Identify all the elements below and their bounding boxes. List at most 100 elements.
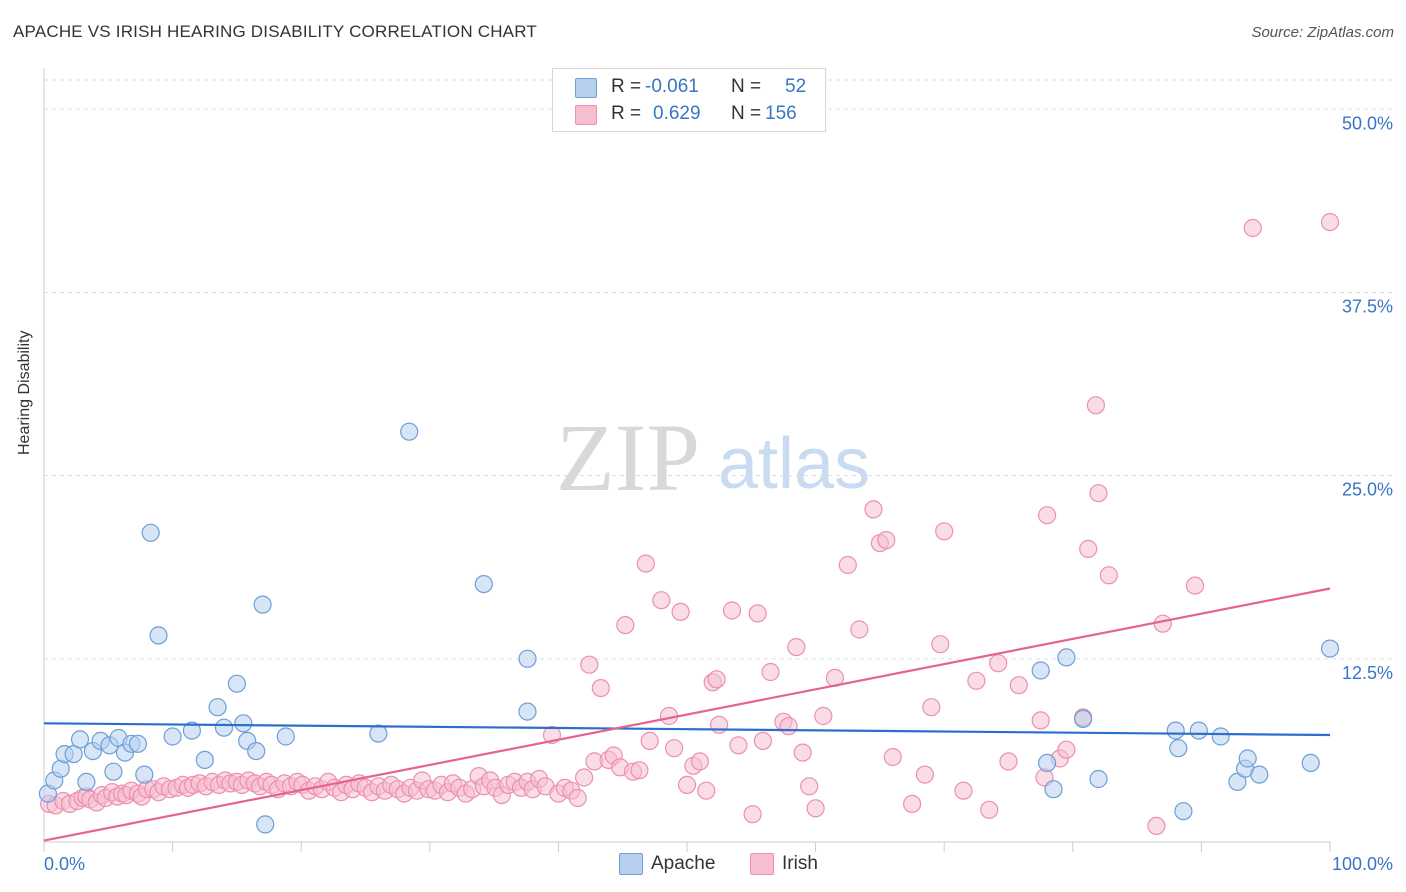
irish-point-150 [1086,396,1106,415]
apache-point-15 [135,765,154,784]
irish-point-119 [779,717,798,736]
irish-point-133 [915,765,935,784]
irish-point-92 [591,678,610,698]
apache-point-44 [1189,721,1208,740]
irish-legend-label: Irish [782,853,818,874]
irish-r-value: 0.629 [653,103,701,124]
gridlines [44,79,1394,660]
irish-point-132 [902,794,922,814]
tick-labels: 12.5% 25.0% 37.5% 50.0% 0.0% 100.0% [44,113,1393,874]
irish-point-89 [574,768,594,787]
apache-trend-line [43,722,1331,737]
irish-point-98 [630,761,649,780]
apache-legend-label: Apache [651,853,716,874]
apache-point-31 [400,422,419,441]
apache-point-30 [369,724,388,743]
irish-point-121 [793,743,812,762]
irish-point-147 [1057,740,1076,759]
irish-swatch [575,105,597,125]
irish-point-88 [568,788,587,808]
irish-point-134 [922,698,941,717]
irish-point-107 [690,752,710,771]
r-label: R = [611,76,642,97]
apache-point-29 [276,727,295,746]
irish-point-105 [677,775,697,795]
irish-point-101 [652,591,671,610]
watermark: ZIP atlas [556,404,870,511]
y-tick-label-2: 37.5% [1342,296,1393,316]
irish-point-115 [748,604,767,623]
axes [43,68,1331,852]
irish-point-143 [1031,711,1050,730]
apache-point-20 [195,750,214,770]
irish-point-127 [850,620,869,639]
apache-point-24 [234,714,253,733]
apache-point-28 [256,815,275,834]
irish-n-value: 156 [765,103,797,124]
apache-point-51 [1320,639,1340,658]
apache-point-38 [1057,648,1076,667]
irish-point-131 [883,747,902,767]
apache-r-value: -0.061 [645,76,699,97]
watermark-zip: ZIP [556,404,700,511]
irish-point-151 [1089,484,1108,503]
apache-legend-swatch [619,853,643,875]
correlation-legend: R = -0.061 N = 52 R = 0.629 N = 156 [552,68,826,132]
irish-point-104 [671,602,690,622]
irish-point-99 [636,554,655,573]
apache-point-43 [1174,802,1193,821]
irish-point-137 [954,781,973,800]
irish-point-113 [729,736,748,755]
watermark-atlas: atlas [718,424,870,504]
apache-point-10 [104,762,123,781]
irish-point-117 [761,662,780,682]
apache-point-26 [247,741,266,761]
apache-point-6 [77,772,96,792]
irish-point-124 [814,706,833,726]
irish-point-128 [864,500,883,519]
irish-points [39,213,1340,836]
irish-point-140 [989,654,1008,673]
irish-point-126 [838,555,857,575]
irish-point-153 [1147,816,1166,836]
n-label: N = [731,103,762,124]
irish-trend-line [43,587,1331,842]
apache-point-45 [1211,727,1230,746]
irish-point-135 [931,635,950,654]
irish-point-116 [753,731,773,751]
irish-point-138 [967,671,986,690]
apache-point-35 [1031,661,1050,680]
apache-points [38,422,1340,834]
irish-point-100 [640,731,659,751]
apache-point-5 [70,730,90,749]
apache-point-18 [163,727,182,746]
apache-point-27 [253,595,272,614]
apache-point-22 [214,718,234,737]
irish-point-120 [787,637,806,657]
irish-point-152 [1099,566,1118,585]
apache-point-32 [474,574,493,594]
irish-point-122 [800,777,819,796]
irish-legend-swatch [750,853,774,875]
irish-point-142 [1009,676,1028,695]
r-label: R = [611,103,642,124]
apache-point-36 [1037,753,1057,773]
irish-point-155 [1185,576,1205,595]
irish-point-114 [743,805,762,824]
irish-point-90 [580,655,599,674]
apache-point-34 [518,702,537,721]
y-tick-label-3: 50.0% [1342,113,1393,133]
apache-point-37 [1044,780,1063,799]
y-tick-label-1: 25.0% [1342,480,1393,500]
apache-point-17 [149,626,168,645]
apache-point-23 [227,674,246,693]
irish-point-112 [722,601,742,620]
apache-point-49 [1250,765,1269,784]
irish-point-157 [1320,213,1340,232]
irish-point-130 [877,530,896,550]
irish-point-123 [806,799,825,818]
source-label: Source: ZipAtlas.com [1251,24,1394,41]
apache-point-33 [518,649,537,668]
apache-n-value: 52 [785,76,807,97]
n-label: N = [731,76,762,97]
